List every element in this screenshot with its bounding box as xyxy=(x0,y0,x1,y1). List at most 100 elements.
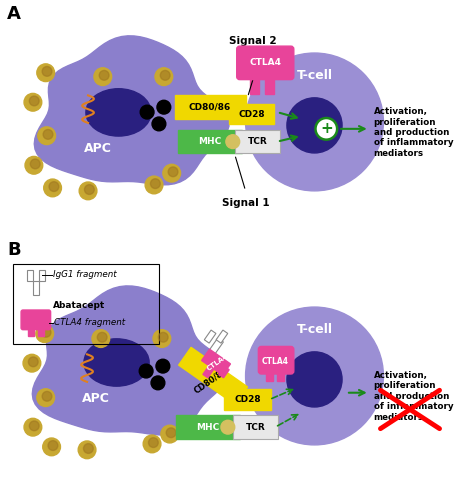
Circle shape xyxy=(99,71,109,80)
Circle shape xyxy=(84,185,94,195)
Text: MHC: MHC xyxy=(197,423,220,432)
Bar xyxy=(229,104,274,124)
Polygon shape xyxy=(32,286,227,435)
Text: CD80/86: CD80/86 xyxy=(189,103,231,112)
Text: CTLA4: CTLA4 xyxy=(206,353,230,372)
Text: CD28: CD28 xyxy=(234,395,261,404)
Circle shape xyxy=(48,441,58,450)
Circle shape xyxy=(28,357,38,367)
Circle shape xyxy=(78,441,96,459)
Circle shape xyxy=(287,98,342,153)
Circle shape xyxy=(287,352,342,407)
Polygon shape xyxy=(179,347,247,405)
Circle shape xyxy=(145,176,163,194)
Circle shape xyxy=(163,164,181,182)
Bar xyxy=(235,130,280,153)
Polygon shape xyxy=(203,367,213,378)
Circle shape xyxy=(44,179,62,197)
Text: B: B xyxy=(7,241,21,259)
Circle shape xyxy=(140,105,154,119)
Text: TCR: TCR xyxy=(246,423,265,432)
Bar xyxy=(178,130,242,153)
Circle shape xyxy=(49,182,59,192)
Bar xyxy=(266,371,273,381)
FancyBboxPatch shape xyxy=(258,346,294,374)
Circle shape xyxy=(29,421,39,431)
Ellipse shape xyxy=(86,89,151,136)
Text: APC: APC xyxy=(82,392,109,405)
Bar xyxy=(27,270,33,281)
Circle shape xyxy=(24,94,42,111)
Circle shape xyxy=(92,330,109,347)
Circle shape xyxy=(37,64,55,81)
Text: T-cell: T-cell xyxy=(297,69,332,81)
Circle shape xyxy=(143,435,161,453)
Text: CTLA4: CTLA4 xyxy=(262,357,289,366)
Circle shape xyxy=(157,100,171,114)
Circle shape xyxy=(153,330,171,347)
FancyBboxPatch shape xyxy=(21,310,51,330)
Text: Signal 1: Signal 1 xyxy=(222,197,269,208)
Bar xyxy=(224,389,271,410)
Circle shape xyxy=(79,182,97,200)
FancyBboxPatch shape xyxy=(237,46,294,79)
Text: Activation,
proliferation
and production
of inflammatory
mediators: Activation, proliferation and production… xyxy=(374,107,453,158)
Circle shape xyxy=(43,438,61,456)
Bar xyxy=(39,270,45,281)
Circle shape xyxy=(41,327,51,337)
Text: TCR: TCR xyxy=(247,137,267,146)
Bar xyxy=(265,76,274,95)
Circle shape xyxy=(38,127,55,145)
Bar xyxy=(13,264,159,344)
Text: CTLA4: CTLA4 xyxy=(249,58,281,67)
Circle shape xyxy=(23,354,41,372)
Polygon shape xyxy=(219,367,229,378)
Circle shape xyxy=(83,443,93,453)
Polygon shape xyxy=(209,338,223,355)
Circle shape xyxy=(148,438,158,447)
Text: T-cell: T-cell xyxy=(297,322,332,336)
Circle shape xyxy=(150,179,160,189)
Bar xyxy=(233,416,278,439)
Text: MHC: MHC xyxy=(199,137,222,146)
Circle shape xyxy=(161,425,179,443)
Circle shape xyxy=(246,53,383,191)
Circle shape xyxy=(94,68,112,86)
Circle shape xyxy=(139,364,153,378)
Circle shape xyxy=(158,332,168,342)
Text: Abatacept: Abatacept xyxy=(53,300,105,310)
Circle shape xyxy=(160,71,170,80)
Circle shape xyxy=(42,67,52,76)
Circle shape xyxy=(156,359,170,373)
Bar xyxy=(38,328,44,336)
Circle shape xyxy=(36,325,54,343)
Polygon shape xyxy=(34,36,229,185)
Text: A: A xyxy=(7,4,21,23)
Circle shape xyxy=(151,376,165,390)
Circle shape xyxy=(246,307,383,445)
Text: Signal 2: Signal 2 xyxy=(228,36,276,46)
Circle shape xyxy=(30,159,40,169)
Circle shape xyxy=(43,129,53,139)
Circle shape xyxy=(24,418,42,436)
Circle shape xyxy=(226,135,240,148)
Circle shape xyxy=(152,117,166,131)
Circle shape xyxy=(166,428,176,438)
Bar xyxy=(176,416,240,439)
Text: CD28: CD28 xyxy=(238,110,265,119)
Circle shape xyxy=(25,156,43,174)
Circle shape xyxy=(42,392,52,401)
Text: CD80/86: CD80/86 xyxy=(192,365,230,395)
Text: +: + xyxy=(320,122,333,136)
Ellipse shape xyxy=(84,339,149,386)
Circle shape xyxy=(168,167,178,177)
Circle shape xyxy=(155,68,173,86)
Circle shape xyxy=(316,118,337,140)
Text: APC: APC xyxy=(84,142,111,155)
Text: IgG1 fragment: IgG1 fragment xyxy=(53,270,116,279)
Bar xyxy=(250,76,259,95)
Circle shape xyxy=(37,389,55,407)
Bar xyxy=(277,371,284,381)
Polygon shape xyxy=(216,330,228,343)
Circle shape xyxy=(29,96,39,106)
